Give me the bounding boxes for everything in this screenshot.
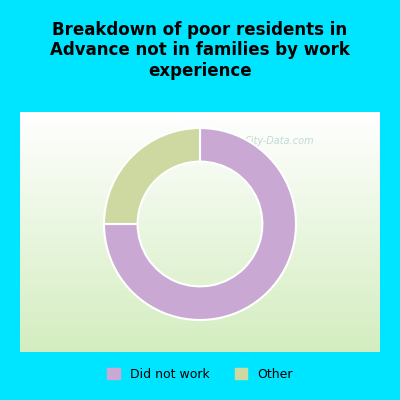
Wedge shape xyxy=(104,128,296,320)
Text: Breakdown of poor residents in
Advance not in families by work
experience: Breakdown of poor residents in Advance n… xyxy=(50,20,350,80)
Wedge shape xyxy=(104,128,200,224)
Text: City-Data.com: City-Data.com xyxy=(244,136,314,146)
Legend: Did not work, Other: Did not work, Other xyxy=(107,368,293,380)
